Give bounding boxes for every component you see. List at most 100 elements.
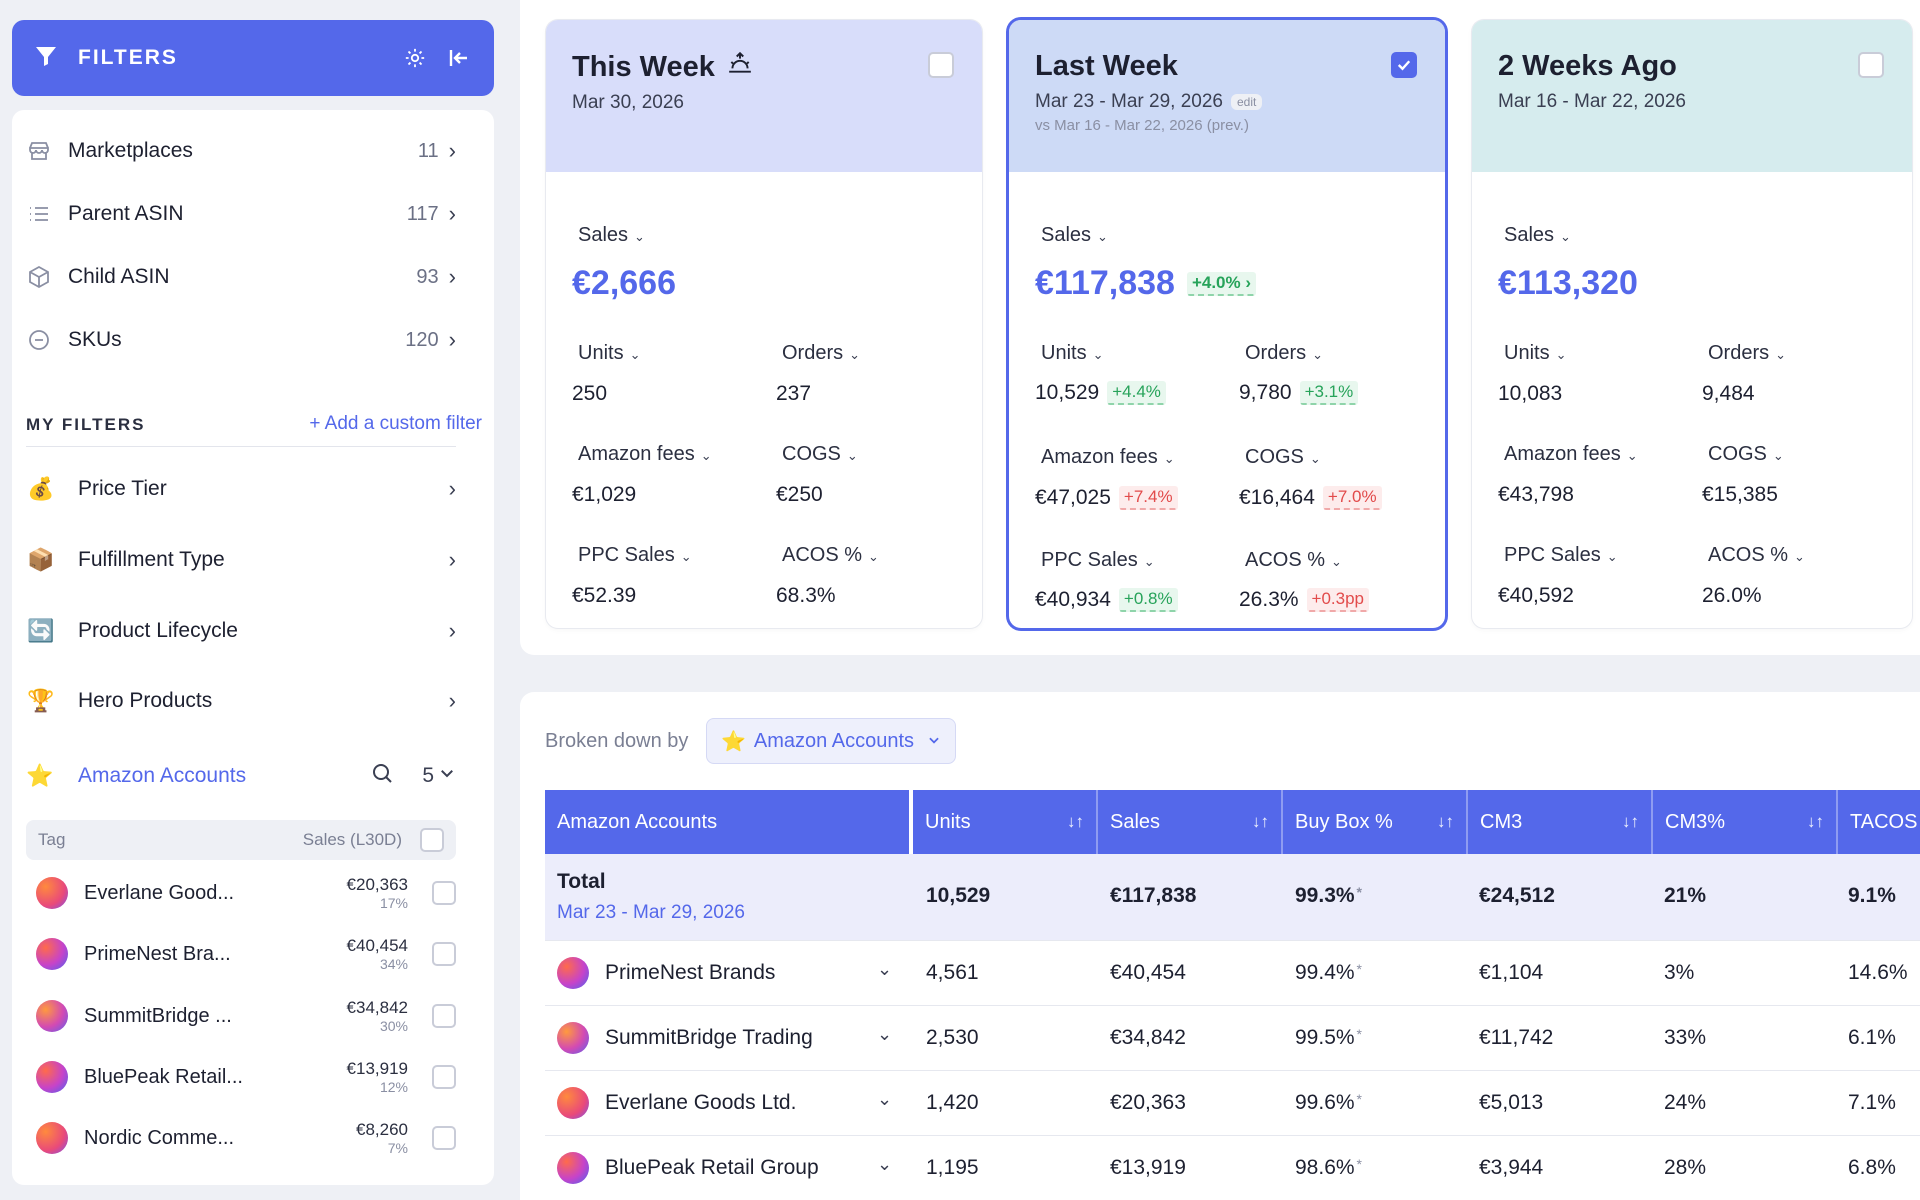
metric-orders-label[interactable]: Orders ⌄ [782,342,860,365]
column-header-accounts[interactable]: Amazon Accounts [545,790,907,854]
sort-icon[interactable]: ↓↑ [1807,812,1824,831]
metric-cogs-label[interactable]: COGS ⌄ [1245,446,1321,469]
column-header-tacos[interactable]: TACOS [1838,790,1920,854]
account-row[interactable]: BluePeak Retail... €13,919 12% [36,1052,456,1102]
label-text: COGS [1708,443,1767,465]
metric-cogs-label[interactable]: COGS ⌄ [1708,443,1784,466]
metric-fees-label[interactable]: Amazon fees ⌄ [1041,446,1175,469]
nav-skus[interactable]: SKUs 120 › [26,320,456,360]
orders-value: 9,780 +3.1% [1239,381,1359,405]
search-icon[interactable] [370,761,394,791]
expand-row-chevron[interactable]: ⌄ [877,1154,893,1174]
chevron-down-icon [927,730,941,753]
chevron-down-icon[interactable] [438,764,456,788]
cell-sales: €34,842 [1110,1026,1186,1049]
nav-marketplaces[interactable]: Marketplaces 11 › [26,131,456,171]
metric-acos-label[interactable]: ACOS % ⌄ [782,544,879,567]
account-checkbox[interactable] [432,942,456,966]
filter-price-tier[interactable]: 💰 Price Tier › [26,467,456,511]
units-value: 250 [572,382,608,405]
metric-ppc-label[interactable]: PPC Sales ⌄ [1504,544,1618,567]
metric-acos-label[interactable]: ACOS % ⌄ [1245,549,1342,572]
chevron-right-icon: › [448,618,456,643]
account-row[interactable]: Nordic Comme... €8,260 7% [36,1113,456,1163]
value-text: €47,025 [1035,486,1111,509]
column-header-units[interactable]: Units ↓↑ [913,790,1096,854]
column-header-sales[interactable]: Sales ↓↑ [1098,790,1281,854]
column-header-cm3pct[interactable]: CM3% ↓↑ [1653,790,1836,854]
account-name: PrimeNest Bra... [84,942,231,965]
nav-parent-asin[interactable]: Parent ASIN 117 › [26,194,456,234]
table-row[interactable]: PrimeNest Brands ⌄ 4,561 €40,454 99.4% * … [545,941,1920,1006]
acos-value: 68.3% [776,584,836,607]
filter-product-lifecycle[interactable]: 🔄 Product Lifecycle › [26,609,456,653]
cell-units: 2,530 [926,1026,979,1049]
orders-delta-badge: +3.1% [1299,381,1359,405]
cell-buybox: 99.5% * [1295,1026,1362,1050]
sort-icon[interactable]: ↓↑ [1252,812,1269,831]
select-all-checkbox[interactable] [420,828,444,852]
column-header-buybox[interactable]: Buy Box % ↓↑ [1283,790,1466,854]
metric-sales-label[interactable]: Sales ⌄ [578,224,645,247]
table-row[interactable]: BluePeak Retail Group ⌄ 1,195 €13,919 98… [545,1136,1920,1200]
metric-cogs-label[interactable]: COGS ⌄ [782,443,858,466]
metric-units-label[interactable]: Units ⌄ [1041,342,1103,365]
sales-delta-badge[interactable]: +4.0% › [1186,271,1257,296]
period-card-last-week[interactable]: Last Week Mar 23 - Mar 29, 2026 edit vs … [1009,20,1445,628]
nav-count: 93 [416,265,439,288]
account-row[interactable]: Everlane Good... €20,363 17% [36,868,456,918]
account-avatar [557,1087,589,1119]
table-row[interactable]: SummitBridge Trading ⌄ 2,530 €34,842 99.… [545,1006,1920,1071]
account-checkbox[interactable] [432,1126,456,1150]
table-row[interactable]: Everlane Goods Ltd. ⌄ 1,420 €20,363 99.6… [545,1071,1920,1136]
metric-orders-label[interactable]: Orders ⌄ [1708,342,1786,365]
account-checkbox[interactable] [432,1065,456,1089]
filter-amazon-accounts[interactable]: ⭐ Amazon Accounts 5 [26,754,456,798]
metric-sales-label[interactable]: Sales ⌄ [1504,224,1571,247]
metric-orders-label[interactable]: Orders ⌄ [1245,342,1323,365]
metric-fees-label[interactable]: Amazon fees ⌄ [1504,443,1638,466]
ppc-value: €40,934 +0.8% [1035,588,1178,612]
metric-units-label[interactable]: Units ⌄ [578,342,640,365]
sort-icon[interactable]: ↓↑ [1437,812,1454,831]
collapse-sidebar-icon[interactable] [446,45,472,71]
account-row[interactable]: PrimeNest Bra... €40,454 34% [36,929,456,979]
account-avatar [36,938,68,970]
money-bag-icon: 💰 [27,476,55,501]
sort-icon[interactable]: ↓↑ [1067,812,1084,831]
metric-ppc-label[interactable]: PPC Sales ⌄ [1041,549,1155,572]
filters-panel [12,110,494,1185]
account-row[interactable]: SummitBridge ... €34,842 30% [36,991,456,1041]
metric-ppc-label[interactable]: PPC Sales ⌄ [578,544,692,567]
nav-label: Child ASIN [68,265,170,288]
acos-value: 26.3% +0.3pp [1239,588,1370,612]
metric-acos-label[interactable]: ACOS % ⌄ [1708,544,1805,567]
nav-child-asin[interactable]: Child ASIN 93 › [26,257,456,297]
account-checkbox[interactable] [432,1004,456,1028]
add-custom-filter-link[interactable]: + Add a custom filter [309,413,482,434]
filter-hero-products[interactable]: 🏆 Hero Products › [26,679,456,723]
metric-units-label[interactable]: Units ⌄ [1504,342,1566,365]
period-card-2-weeks-ago[interactable]: 2 Weeks Ago Mar 16 - Mar 22, 2026 Sales ⌄… [1472,20,1912,628]
column-header-cm3[interactable]: CM3 ↓↑ [1468,790,1651,854]
period-card-this-week[interactable]: This Week Mar 30, 2026 Sales ⌄ €2,666 Uni… [546,20,982,628]
cell-cm3: €11,742 [1479,1026,1554,1049]
metric-sales-label[interactable]: Sales ⌄ [1041,224,1108,247]
expand-row-chevron[interactable]: ⌄ [877,1024,893,1044]
account-checkbox[interactable] [432,881,456,905]
edit-date-button[interactable]: edit [1230,94,1263,110]
account-sales-value: €20,363 [346,875,408,894]
card-checkbox[interactable] [928,52,954,78]
card-checkbox[interactable] [1391,52,1417,78]
expand-row-chevron[interactable]: ⌄ [877,959,893,979]
card-checkbox[interactable] [1858,52,1884,78]
sort-icon[interactable]: ↓↑ [1622,812,1639,831]
metric-fees-label[interactable]: Amazon fees ⌄ [578,443,712,466]
gear-icon[interactable] [402,45,428,71]
package-icon: 📦 [27,547,55,572]
breakdown-dropdown[interactable]: ⭐ Amazon Accounts [706,718,956,764]
expand-row-chevron[interactable]: ⌄ [877,1089,893,1109]
filter-fulfillment-type[interactable]: 📦 Fulfillment Type › [26,538,456,582]
chevron-right-icon: › [448,327,456,352]
card-title: 2 Weeks Ago [1498,50,1677,82]
